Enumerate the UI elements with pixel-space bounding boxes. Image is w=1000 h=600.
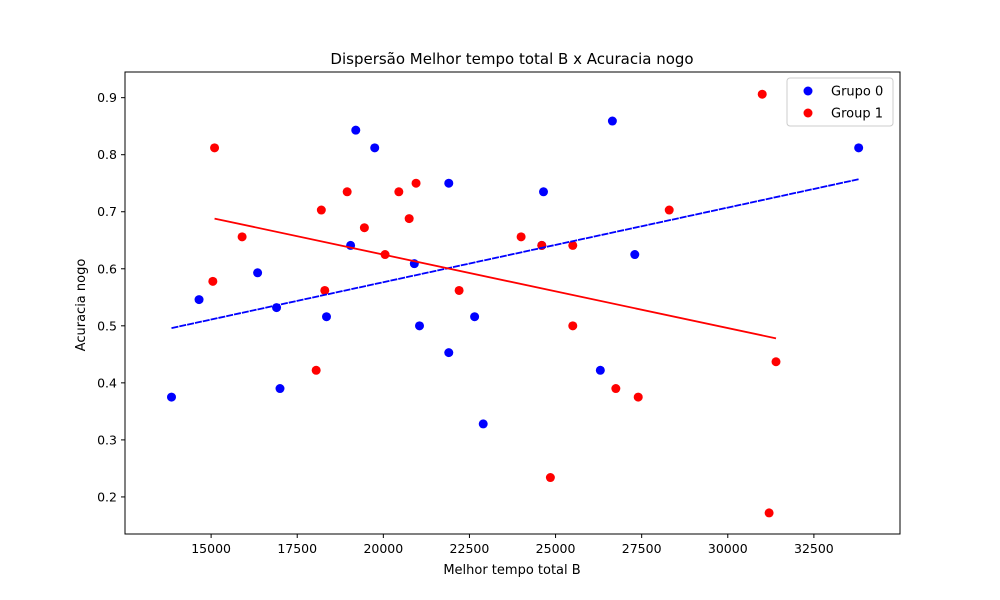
point-series-1: [633, 392, 643, 402]
point-series-1: [359, 223, 369, 233]
point-series-1: [771, 357, 781, 367]
point-series-1: [454, 285, 464, 295]
x-tick-label: 25000: [536, 541, 576, 556]
y-tick-label: 0.3: [97, 432, 117, 447]
x-tick-label: 17500: [277, 541, 317, 556]
point-series-1: [237, 232, 247, 242]
x-tick-label: 22500: [450, 541, 490, 556]
y-tick-label: 0.8: [97, 147, 117, 162]
point-series-0: [351, 125, 361, 135]
y-tick-label: 0.9: [97, 90, 117, 105]
point-series-0: [470, 312, 480, 322]
x-tick-label: 20000: [363, 541, 403, 556]
point-series-1: [411, 178, 421, 188]
point-series-0: [595, 365, 605, 375]
chart-title: Dispersão Melhor tempo total B x Acuraci…: [330, 50, 693, 68]
point-series-0: [370, 143, 380, 153]
point-series-1: [394, 187, 404, 197]
x-axis-label: Melhor tempo total B: [443, 563, 580, 578]
point-series-1: [568, 240, 578, 250]
point-series-1: [342, 187, 352, 197]
legend-marker: [803, 86, 813, 96]
legend-label: Grupo 0: [831, 85, 883, 100]
point-series-1: [757, 89, 767, 99]
point-series-0: [444, 178, 454, 188]
point-series-0: [194, 295, 204, 305]
point-series-1: [545, 473, 555, 483]
trend-line-series-0: [171, 178, 859, 329]
axes-frame: [124, 71, 901, 535]
legend-marker: [803, 108, 813, 118]
point-series-1: [316, 205, 326, 215]
point-series-0: [854, 143, 864, 153]
x-tick-label: 27500: [622, 541, 662, 556]
point-series-0: [167, 392, 176, 402]
point-series-0: [253, 268, 263, 278]
legend: Grupo 0 Group 1: [786, 77, 894, 127]
point-series-1: [568, 321, 578, 331]
point-series-0: [607, 116, 617, 126]
point-series-0: [630, 250, 640, 260]
legend-box: [786, 77, 894, 127]
point-series-0: [478, 419, 488, 429]
point-series-1: [664, 205, 674, 215]
y-tick-label: 0.7: [97, 204, 117, 219]
trend-line-series-1: [214, 217, 777, 340]
x-tick-label: 32500: [794, 541, 834, 556]
y-tick-label: 0.5: [97, 318, 117, 333]
point-series-0: [322, 312, 331, 322]
point-series-1: [516, 232, 526, 242]
point-series-1: [404, 214, 414, 224]
point-series-1: [320, 285, 330, 295]
point-series-0: [415, 321, 424, 331]
y-axis-label: Acuracia nogo: [74, 259, 89, 352]
y-tick-label: 0.6: [97, 261, 117, 276]
y-tick-label: 0.2: [97, 489, 117, 504]
point-series-1: [210, 143, 220, 153]
point-series-0: [539, 187, 548, 197]
point-series-1: [208, 276, 218, 286]
x-tick-label: 15000: [191, 541, 231, 556]
point-series-1: [611, 384, 621, 394]
x-tick-label: 30000: [708, 541, 748, 556]
y-tick-label: 0.4: [97, 375, 117, 390]
point-series-1: [764, 508, 774, 518]
legend-label: Group 1: [831, 107, 883, 122]
point-series-0: [275, 384, 285, 394]
point-series-0: [444, 348, 454, 358]
point-series-1: [311, 365, 321, 375]
plot-area: 15000 17500 20000 22500 25000 27500 30000 32500…: [97, 71, 901, 556]
